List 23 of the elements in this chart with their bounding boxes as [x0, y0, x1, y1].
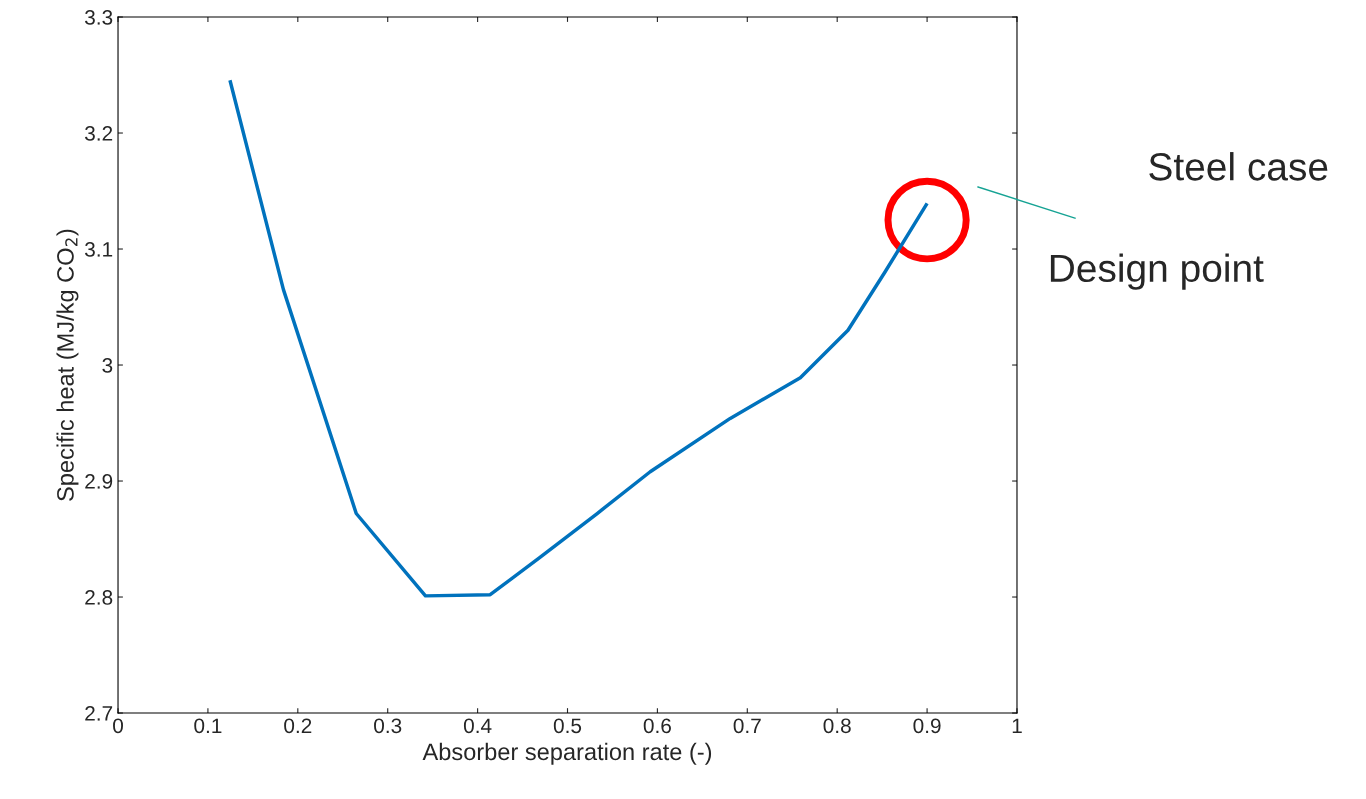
- x-axis-title: Absorber separation rate (-): [422, 742, 712, 765]
- x-tick-label: 0: [113, 718, 123, 734]
- y-tick-label: 2.8: [85, 590, 113, 605]
- y-tick-label: 2.7: [85, 706, 113, 721]
- x-tick-label: 0.8: [823, 718, 851, 734]
- x-tick-label: 0.9: [913, 718, 941, 734]
- x-tick-label: 0.3: [374, 718, 402, 734]
- text: Steel case: [1149, 152, 1328, 181]
- y-tick-label: 2.9: [85, 474, 113, 489]
- x-tick-label: 0.1: [194, 718, 222, 734]
- y-axis-title: Specific heat (MJ/kg CO$_{2}$): [56, 229, 79, 501]
- x-tick-label: 0.7: [733, 718, 761, 734]
- y-tick-label: 3: [102, 358, 113, 373]
- x-tick-label: 0.5: [553, 718, 582, 734]
- y-tick-label: 3.1: [85, 242, 113, 257]
- text: Design point: [1050, 253, 1264, 290]
- x-tick-label: 0.6: [643, 718, 671, 734]
- y-tick-label: 3.3: [85, 10, 113, 25]
- y-tick-label: 3.2: [85, 126, 113, 141]
- x-tick-label: 0.2: [284, 718, 312, 734]
- x-tick-label: 1: [1012, 718, 1022, 733]
- line-series: [228, 80, 928, 598]
- x-tick-label: 0.4: [463, 718, 492, 734]
